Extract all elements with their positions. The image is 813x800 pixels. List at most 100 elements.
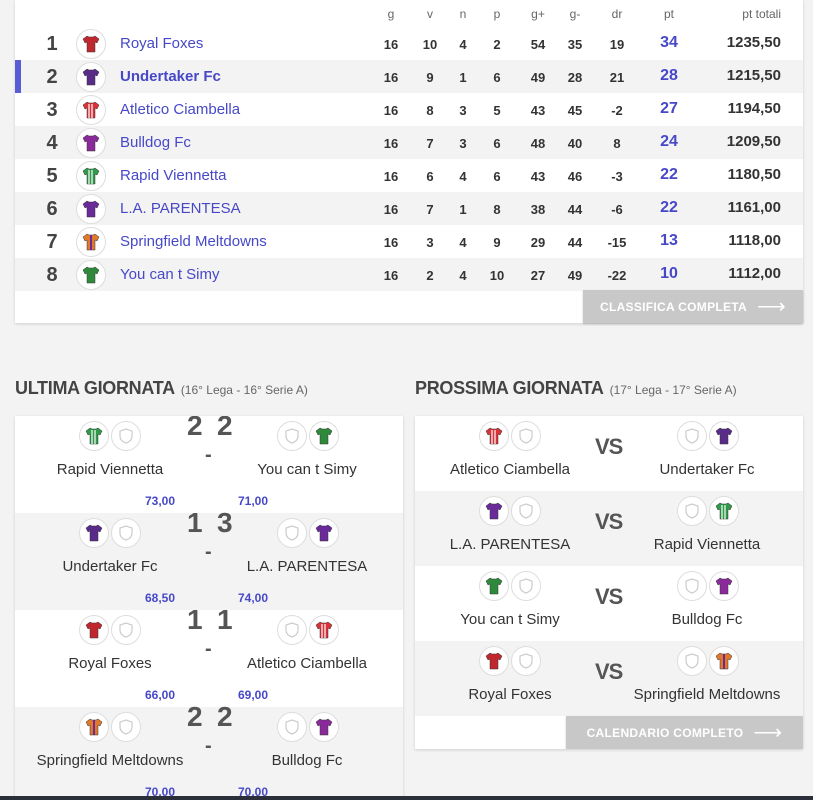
crest-icon — [277, 615, 307, 645]
away-logos — [277, 518, 339, 548]
team-name-link[interactable]: Royal Foxes — [120, 35, 204, 52]
stat-ga: 28 — [567, 70, 583, 85]
calendario-completo-button[interactable]: CALENDARIO COMPLETO ⟶ — [566, 716, 803, 749]
home-logos — [79, 615, 141, 645]
home-logos — [79, 518, 141, 548]
home-goals: 1 — [187, 604, 203, 635]
match-row[interactable]: 2 2- Springfield Meltdowns Bulldog Fc 70,00 7… — [15, 701, 403, 800]
score-separator: - — [205, 541, 212, 563]
stat-p: 8 — [493, 202, 501, 217]
stat-ga: 45 — [567, 103, 583, 118]
jersey-icon — [76, 62, 106, 92]
rank: 5 — [46, 165, 58, 187]
home-fantasy-points: 73,00 — [145, 494, 176, 508]
stat-dr: -22 — [607, 268, 627, 283]
points: 24 — [660, 133, 678, 150]
points: 27 — [660, 100, 678, 117]
standings-row[interactable]: 1 Royal Foxes 16 10 4 2 54 35 19 34 1235,50 — [15, 27, 803, 60]
standings-row[interactable]: 5 Rapid Viennetta 16 6 4 6 43 46 -3 22 1180,50 — [15, 159, 803, 192]
away-goals: 1 — [217, 604, 233, 635]
standings-row[interactable]: 6 L.A. PARENTESA 16 7 1 8 38 44 -6 22 1161,00 — [15, 192, 803, 225]
home-goals: 2 — [187, 416, 203, 441]
rank: 7 — [46, 231, 58, 253]
home-goals: 2 — [187, 701, 203, 732]
stat-v: 8 — [426, 103, 434, 118]
col-pt-totali: pt totali — [742, 7, 781, 21]
home-logos — [479, 571, 541, 601]
stat-n: 4 — [459, 235, 467, 250]
match-row[interactable]: VS You can t Simy Bulldog Fc — [415, 566, 803, 641]
points: 28 — [660, 67, 678, 84]
points: 13 — [660, 232, 678, 249]
home-team-name: You can t Simy — [460, 611, 560, 628]
crest-icon — [277, 421, 307, 451]
stat-gf: 54 — [530, 37, 546, 52]
stat-n: 1 — [459, 202, 467, 217]
stat-p: 9 — [493, 235, 501, 250]
team-name-link[interactable]: Rapid Viennetta — [120, 167, 227, 184]
rank: 2 — [46, 66, 58, 88]
standings-row[interactable]: 2 Undertaker Fc 16 9 1 6 49 28 21 28 1215,50 — [15, 60, 803, 93]
score-separator: - — [205, 735, 212, 757]
stat-n: 4 — [459, 268, 467, 283]
home-team-name: Royal Foxes — [468, 686, 552, 703]
crest-icon — [677, 571, 707, 601]
team-name-link[interactable]: Atletico Ciambella — [120, 101, 241, 118]
team-name-link[interactable]: Undertaker Fc — [120, 68, 221, 85]
away-team-name: Bulldog Fc — [671, 611, 743, 628]
jersey-icon — [709, 496, 739, 526]
next-round-title: PROSSIMA GIORNATA — [415, 378, 604, 398]
jersey-icon — [309, 421, 339, 451]
stat-v: 9 — [426, 70, 434, 85]
total-points: 1235,50 — [726, 34, 781, 51]
jersey-icon — [709, 571, 739, 601]
jersey-icon — [79, 421, 109, 451]
jersey-icon — [479, 571, 509, 601]
stat-ga: 35 — [567, 37, 583, 52]
jersey-icon — [79, 712, 109, 742]
classifica-completa-button[interactable]: CLASSIFICA COMPLETA ⟶ — [583, 290, 803, 323]
points: 34 — [660, 34, 678, 51]
standings-row[interactable]: 4 Bulldog Fc 16 7 3 6 48 40 8 24 1209,50 — [15, 126, 803, 159]
away-team-name: You can t Simy — [257, 461, 357, 478]
standings-row[interactable]: 7 Springfield Meltdowns 16 3 4 9 29 44 -15 13 1118… — [15, 225, 803, 258]
match-row[interactable]: VS Royal Foxes Springfield Meltdowns — [415, 641, 803, 716]
away-logos — [677, 646, 739, 676]
next-round-subtitle: (17° Lega - 17° Serie A) — [609, 383, 737, 397]
stat-gf: 27 — [530, 268, 546, 283]
away-team-name: Undertaker Fc — [659, 461, 755, 478]
standings-row[interactable]: 3 Atletico Ciambella 16 8 3 5 43 45 -2 27 1194,50 — [15, 93, 803, 126]
jersey-icon — [79, 615, 109, 645]
standings-row[interactable]: 8 You can t Simy 16 2 4 10 27 49 -22 10 1112,00 — [15, 258, 803, 291]
next-round-card: VS Atletico Ciambella Undertaker Fc VS L.A. … — [415, 416, 803, 749]
team-name-link[interactable]: Bulldog Fc — [120, 134, 191, 151]
match-row[interactable]: 1 1- Royal Foxes Atletico Ciambella 66,00 69,… — [15, 604, 403, 707]
home-fantasy-points: 70,00 — [145, 785, 176, 799]
stat-gf: 49 — [530, 70, 546, 85]
next-round-heading: PROSSIMA GIORNATA (17° Lega - 17° Serie A… — [415, 378, 737, 399]
stat-p: 2 — [493, 37, 501, 52]
stat-ga: 49 — [567, 268, 583, 283]
jersey-icon — [309, 518, 339, 548]
team-name-link[interactable]: You can t Simy — [120, 266, 220, 283]
home-team-name: Atletico Ciambella — [449, 461, 571, 478]
col-pt: pt — [663, 7, 674, 21]
stat-n: 4 — [459, 169, 467, 184]
away-fantasy-points: 69,00 — [238, 688, 269, 702]
match-row[interactable]: 2 2- Rapid Viennetta You can t Simy 73,00 71,… — [15, 416, 403, 513]
match-row[interactable]: VS L.A. PARENTESA Rapid Viennetta — [415, 491, 803, 566]
stat-gf: 43 — [530, 103, 546, 118]
jersey-icon — [309, 712, 339, 742]
team-name-link[interactable]: L.A. PARENTESA — [120, 200, 241, 217]
team-name-link[interactable]: Springfield Meltdowns — [120, 233, 267, 250]
stat-g: 16 — [383, 202, 399, 217]
match-row[interactable]: VS Atletico Ciambella Undertaker Fc — [415, 416, 803, 491]
match-row[interactable]: 1 3- Undertaker Fc L.A. PARENTESA 68,50 74,00 — [15, 507, 403, 610]
stat-gf: 29 — [530, 235, 546, 250]
stat-dr: 21 — [609, 70, 625, 85]
arrow-right-icon: ⟶ — [753, 721, 783, 744]
total-points: 1194,50 — [727, 100, 781, 117]
away-fantasy-points: 74,00 — [238, 591, 269, 605]
crest-icon — [277, 712, 307, 742]
stat-gf: 48 — [530, 136, 546, 151]
